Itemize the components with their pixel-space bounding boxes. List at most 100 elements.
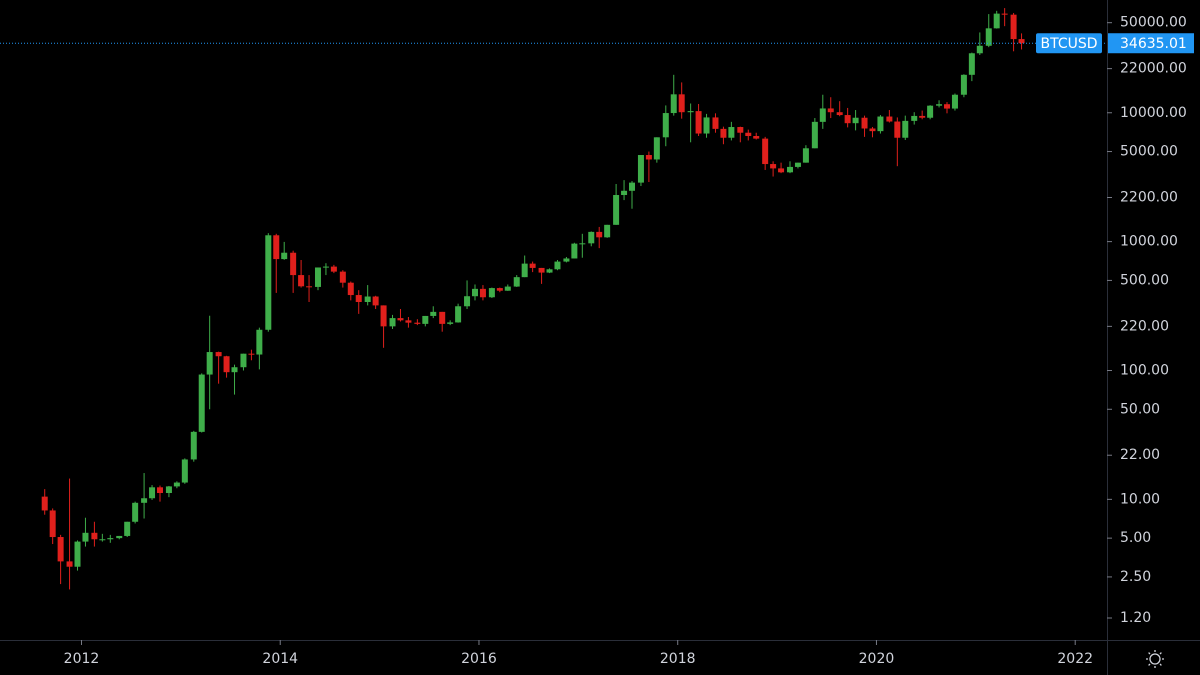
candle-body [960, 74, 967, 95]
y-tick-label: 2200.00 [1120, 189, 1178, 205]
candle-body [762, 138, 769, 165]
candle-body [546, 269, 553, 273]
candle-body [604, 224, 611, 238]
candle-body [877, 116, 884, 132]
candle-body [380, 305, 387, 327]
candle-body [911, 115, 918, 121]
y-tick-label: 10.00 [1120, 491, 1160, 507]
candle-body [571, 243, 578, 259]
candle-body [156, 487, 163, 494]
candle-body [976, 45, 983, 54]
y-tick-label: 50.00 [1120, 401, 1160, 417]
y-tick-label: 500.00 [1120, 272, 1169, 288]
candle-body [265, 235, 272, 330]
candle-body [414, 322, 421, 324]
candle-body [173, 482, 180, 487]
y-tick-label: 1000.00 [1120, 234, 1178, 250]
candle-body [695, 111, 702, 134]
candle-body [330, 266, 337, 272]
candle-body [670, 94, 677, 114]
candle-body [794, 162, 801, 167]
y-tick-label: 5.00 [1120, 530, 1151, 546]
candle-body [678, 94, 685, 113]
x-tick-label: 2020 [859, 651, 895, 667]
candle-body [629, 182, 636, 191]
candle-body [637, 155, 644, 183]
candle-body [430, 311, 437, 316]
candle-body [464, 296, 471, 307]
candle-body [993, 13, 1000, 29]
candle-body [687, 111, 694, 113]
candle-body [737, 127, 744, 133]
candle-body [322, 266, 329, 268]
candle-body [339, 271, 346, 283]
candle-body [588, 231, 595, 244]
y-tick-label: 1.20 [1120, 610, 1151, 626]
candle-body [124, 521, 131, 536]
candle-body [290, 252, 297, 276]
candle-body [968, 53, 975, 75]
candle-body [753, 136, 760, 139]
candle-body [919, 115, 926, 118]
x-tick-label: 2014 [262, 651, 298, 667]
candle-body [488, 288, 495, 298]
candle-body [886, 116, 893, 122]
candle-body [852, 117, 859, 124]
candle-body [314, 267, 321, 287]
candle-body [447, 322, 454, 324]
candle-body [703, 117, 710, 134]
candle-body [819, 108, 826, 122]
candle-body [206, 352, 213, 375]
candle-body [613, 195, 620, 225]
candle-body [728, 127, 735, 138]
candle-body [844, 115, 851, 124]
candle-body [116, 535, 123, 539]
candle-body [861, 117, 868, 129]
candle-body [787, 166, 794, 173]
candle-body [273, 235, 280, 260]
x-tick-label: 2012 [64, 651, 100, 667]
candle-body [836, 112, 843, 116]
candle-body [41, 496, 48, 511]
y-tick-label: 5000.00 [1120, 144, 1178, 160]
candle-body [869, 128, 876, 132]
y-tick-label: 100.00 [1120, 362, 1169, 378]
candle-body [653, 137, 660, 160]
candle-body [364, 296, 371, 302]
candle-body [240, 353, 247, 368]
candle-body [223, 356, 230, 373]
candle-body [479, 288, 486, 298]
candle-body [662, 113, 669, 138]
settings-icon[interactable] [1146, 650, 1164, 668]
candle-body [281, 252, 288, 260]
candle-body [521, 263, 528, 278]
candle-body [902, 120, 909, 138]
candle-body [471, 288, 478, 297]
candle-body [91, 532, 98, 540]
candle-body [397, 318, 404, 321]
symbol-label-bg [1036, 33, 1102, 54]
candle-body [1018, 39, 1025, 44]
candle-body [936, 104, 943, 106]
candle-body [621, 190, 628, 196]
candle-body [720, 128, 727, 138]
symbol-label: BTCUSD [1040, 36, 1097, 52]
x-tick-label: 2022 [1057, 651, 1093, 667]
candle-body [985, 28, 992, 46]
candle-body [99, 539, 106, 541]
y-tick-label: 2.50 [1120, 569, 1151, 585]
last-price-label: 34635.01 [1120, 36, 1187, 52]
candle-body [1001, 13, 1008, 15]
candle-body [389, 318, 396, 327]
settings-icon-ring [1149, 653, 1161, 665]
candle-body [944, 104, 951, 109]
candle-body [107, 538, 114, 540]
candle-body [802, 148, 809, 163]
candle-body [778, 168, 785, 173]
candle-body [405, 320, 412, 323]
candle-body [57, 537, 64, 562]
candle-body [198, 374, 205, 432]
candle-body [298, 275, 305, 287]
candle-body [74, 541, 81, 567]
